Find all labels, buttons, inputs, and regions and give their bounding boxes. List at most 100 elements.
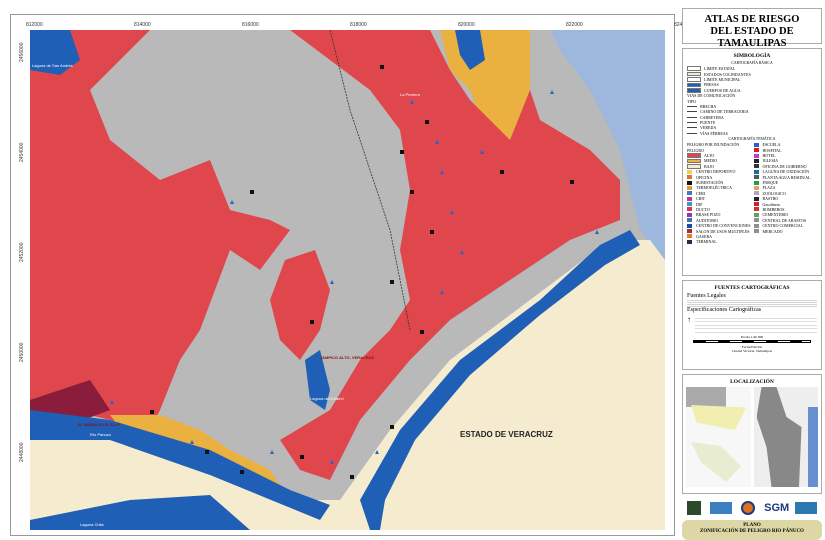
hazard-list: ALTO MEDIO BAJO (687, 153, 751, 169)
atlas-title: ATLAS DE RIESGO DEL ESTADO DE TAMAULIPAS (682, 8, 822, 49)
legend-hazard-item: ALTO (687, 153, 751, 158)
legend-symbol-item: BOMBEROS (753, 207, 818, 212)
legend-label: DIF (696, 201, 703, 207)
roads-heading: VIAS DE COMUNICACIÓN (687, 93, 736, 99)
school-marker[interactable] (190, 440, 194, 444)
government-office-marker[interactable] (570, 180, 574, 184)
legend-label: CARRETERA (700, 114, 724, 120)
legend: SIMBOLOGÍA CARTOGRAFÍA BÁSICA LIMITE EST… (682, 48, 822, 276)
poi-symbol-icon (687, 212, 692, 217)
hazard-heading: PELIGRO POR INUNDACIÓN (687, 142, 740, 148)
legend-label: ESCUELA (762, 142, 781, 148)
legend-label: OFICINA DE GOBIERNO (762, 163, 807, 169)
poi-symbol-icon (687, 229, 692, 234)
roads-type: TIPO (687, 98, 696, 104)
plano-line-2: ZONIFICACIÓN DE PELIGRO RIO PÁNUCO (700, 529, 804, 534)
legend-label: TERMINAL (696, 239, 717, 245)
government-office-marker[interactable] (400, 150, 404, 154)
hazard-sub: PELIGRO (687, 147, 704, 153)
government-office-marker[interactable] (250, 190, 254, 194)
government-office-marker[interactable] (390, 280, 394, 284)
legend-label: Gasolinera (762, 201, 780, 207)
school-marker[interactable] (330, 280, 334, 284)
school-marker[interactable] (440, 170, 444, 174)
school-marker[interactable] (480, 150, 484, 154)
legend-swatch (687, 82, 701, 88)
legend-symbol-item: PLANTA AGUA RESIDUAL (753, 174, 818, 180)
poi-symbol-icon (687, 223, 692, 228)
poi-symbol-icon (687, 239, 692, 244)
legend-symbol-item: CEMENTERIO (753, 212, 818, 217)
government-office-marker[interactable] (420, 330, 424, 334)
school-marker[interactable] (220, 460, 224, 464)
scale-bar (693, 340, 811, 343)
school-marker[interactable] (435, 140, 439, 144)
government-office-marker[interactable] (350, 475, 354, 479)
legend-label: CERI (696, 190, 706, 196)
school-marker[interactable] (330, 460, 334, 464)
label-moralillo: EL MORALILLO, S.L.P. (78, 422, 121, 427)
legend-label: CUERPOS DE AGUA (704, 87, 741, 93)
legend-basic-item: ESTADOS COLINDANTES (687, 71, 817, 77)
y-tick-label: 2448000 (19, 442, 25, 462)
road-line-icon (687, 116, 697, 118)
poi-symbol-icon (753, 196, 759, 201)
hazard-map[interactable]: ESTADO DE VERACRUZ TAMPICO ALTO, VERACRU… (30, 29, 665, 530)
legend-label: CENTRO DE CONVENCIONES (696, 223, 751, 229)
legend-label: GASERA (696, 233, 713, 239)
government-office-marker[interactable] (410, 190, 414, 194)
government-office-marker[interactable] (150, 410, 154, 414)
poi-markers (110, 65, 599, 479)
legend-road-item: VEREDA (687, 125, 817, 130)
thematic-heading: CARTOGRAFÍA TEMÁTICA (728, 137, 776, 142)
legend-label: OFICINA (696, 174, 713, 180)
cartographic-specs: Especificaciones Cartográficas (687, 307, 762, 313)
x-tick-label: 822000 (566, 22, 583, 28)
school-marker[interactable] (595, 230, 599, 234)
school-marker[interactable] (410, 100, 414, 104)
y-tick-label: 2450000 (19, 342, 25, 362)
government-office-marker[interactable] (430, 230, 434, 234)
poi-symbol-icon (687, 191, 692, 196)
school-marker[interactable] (375, 450, 379, 454)
side-panel: ATLAS DE RIESGO DEL ESTADO DE TAMAULIPAS… (682, 8, 822, 540)
school-marker[interactable] (460, 250, 464, 254)
legend-basic-item: LIMITE MUNICIPAL (687, 77, 817, 82)
plano-title: PLANO ZONIFICACIÓN DE PELIGRO RIO PÁNUCO (682, 520, 822, 540)
government-office-marker[interactable] (310, 320, 314, 324)
legend-swatch (687, 71, 701, 77)
legend-symbol-item: CENTRO COMERCIAL (753, 223, 818, 228)
legend-label: VÍAS FÉRREAS (700, 130, 728, 136)
basic-heading: CARTOGRAFÍA BÁSICA (731, 61, 773, 65)
government-office-marker[interactable] (390, 425, 394, 429)
sources-heading: FUENTES CARTOGRÁFICAS (714, 285, 790, 291)
legend-symbol-item: CRIT (687, 196, 751, 201)
poi-symbol-icon (753, 207, 759, 212)
legend-label: ALTO (704, 153, 715, 159)
school-marker[interactable] (110, 400, 114, 404)
legend-symbol-item: CENTRO DE CONVENCIONES (687, 223, 751, 228)
legend-label: IGLESIA (762, 158, 779, 164)
road-line-icon (687, 111, 697, 113)
government-office-marker[interactable] (300, 455, 304, 459)
legend-symbol-item: DIF (687, 201, 751, 207)
x-tick-label: 814000 (134, 22, 151, 28)
poi-symbol-icon (753, 142, 759, 147)
government-office-marker[interactable] (500, 170, 504, 174)
location-inset-tamaulipas (753, 387, 818, 487)
right-symbols: ESCUELA HOSPITAL HOTEL IGLESIA OFICINA DE GO… (753, 142, 818, 244)
poi-symbol-icon (753, 180, 759, 185)
school-marker[interactable] (230, 200, 234, 204)
hazard-swatch (687, 164, 701, 169)
school-marker[interactable] (270, 450, 274, 454)
roads-list: BRECHA CAMINO DE TERRACERIA CARRETERA PUENT… (687, 104, 817, 136)
government-office-marker[interactable] (240, 470, 244, 474)
school-marker[interactable] (550, 90, 554, 94)
government-office-marker[interactable] (205, 450, 209, 454)
government-office-marker[interactable] (380, 65, 384, 69)
title-line-2: DEL ESTADO DE TAMAULIPAS (710, 26, 794, 49)
school-marker[interactable] (440, 290, 444, 294)
school-marker[interactable] (450, 210, 454, 214)
legend-symbol-item: CENTRO DEPORTIVO (687, 169, 751, 174)
government-office-marker[interactable] (425, 120, 429, 124)
